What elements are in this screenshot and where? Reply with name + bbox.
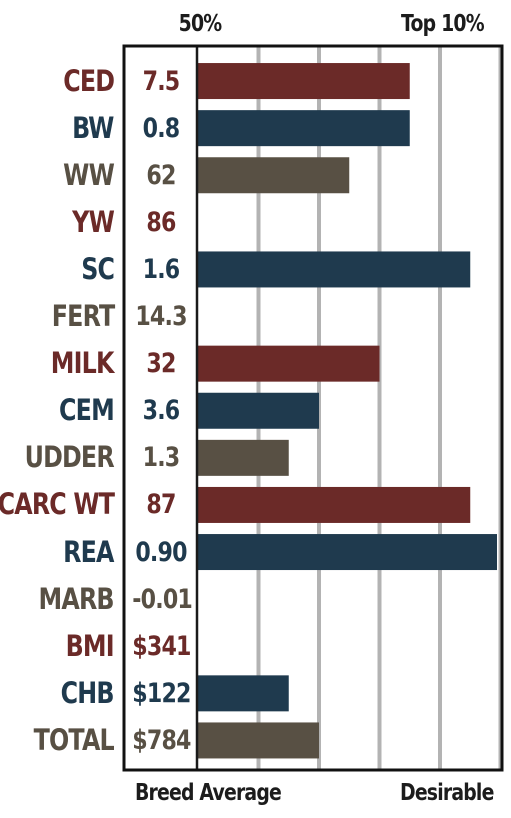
- trait-label-ced: CED: [63, 63, 115, 98]
- trait-label-bw: BW: [72, 110, 115, 145]
- bar-cem: [198, 392, 319, 429]
- top-label-50: 50%: [178, 11, 223, 37]
- value-label-total: $784: [132, 724, 191, 756]
- value-label-yw: 86: [146, 206, 176, 238]
- trait-label-total: TOTAL: [33, 722, 115, 757]
- bottom-label-desirable: Desirable: [400, 780, 494, 806]
- trait-label-carc-wt: CARC WT: [0, 487, 115, 522]
- trait-label-udder: UDDER: [24, 440, 115, 475]
- value-label-ced: 7.5: [142, 65, 181, 97]
- value-label-bw: 0.8: [142, 112, 181, 144]
- bar-rea: [198, 534, 497, 571]
- trait-label-sc: SC: [81, 251, 115, 286]
- value-label-rea: 0.90: [135, 536, 187, 568]
- trait-label-chb: CHB: [60, 675, 115, 710]
- top-label-top10: Top 10%: [401, 11, 485, 37]
- bottom-label-breed-average: Breed Average: [135, 780, 282, 806]
- trait-label-cem: CEM: [59, 393, 115, 428]
- trait-label-fert: FERT: [51, 299, 115, 334]
- value-label-ww: 62: [146, 159, 176, 191]
- bar-bw: [198, 110, 410, 147]
- trait-label-yw: YW: [72, 204, 115, 239]
- trait-label-rea: REA: [63, 534, 114, 569]
- value-label-fert: 14.3: [135, 301, 187, 333]
- value-label-sc: 1.6: [142, 253, 181, 285]
- value-label-chb: $122: [132, 677, 191, 709]
- bar-milk: [198, 345, 380, 382]
- value-label-udder: 1.3: [142, 442, 181, 474]
- value-label-cem: 3.6: [142, 395, 181, 427]
- bar-total: [198, 722, 319, 759]
- bar-chb: [198, 675, 289, 712]
- value-label-marb: -0.01: [132, 583, 193, 615]
- value-label-milk: 32: [146, 348, 176, 380]
- value-label-bmi: $341: [132, 630, 191, 662]
- trait-label-ww: WW: [63, 157, 115, 192]
- bar-ww: [198, 157, 350, 194]
- bar-carc-wt: [198, 486, 471, 523]
- value-label-carc-wt: 87: [146, 489, 176, 521]
- trait-label-milk: MILK: [51, 346, 115, 381]
- trait-label-marb: MARB: [38, 581, 115, 616]
- bar-sc: [198, 251, 471, 288]
- bar-ced: [198, 63, 410, 100]
- bar-udder: [198, 439, 289, 476]
- trait-label-bmi: BMI: [65, 628, 115, 663]
- chart-frame: [122, 44, 504, 772]
